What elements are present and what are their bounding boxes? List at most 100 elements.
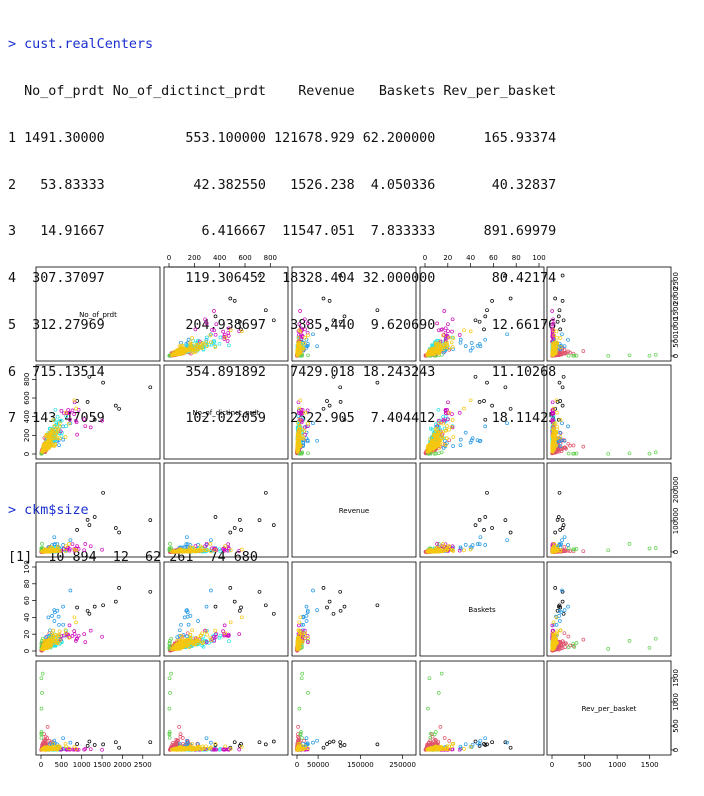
data-point bbox=[239, 528, 243, 532]
data-point bbox=[550, 400, 555, 405]
data-point bbox=[463, 430, 468, 435]
data-point bbox=[263, 490, 268, 495]
data-point bbox=[197, 345, 202, 350]
data-point bbox=[555, 319, 560, 324]
data-point bbox=[213, 332, 218, 337]
data-point bbox=[222, 334, 227, 339]
data-point bbox=[483, 417, 488, 422]
data-point bbox=[40, 542, 44, 546]
console-command: ckm$size bbox=[24, 503, 89, 519]
data-point bbox=[468, 398, 473, 403]
data-point bbox=[325, 327, 329, 332]
data-point bbox=[458, 443, 463, 448]
data-point bbox=[85, 518, 90, 522]
scatter-panel bbox=[419, 266, 545, 362]
data-point bbox=[627, 451, 632, 456]
data-point bbox=[210, 341, 215, 345]
data-point bbox=[451, 444, 455, 448]
data-point bbox=[188, 343, 193, 348]
data-point bbox=[647, 451, 652, 456]
panel-frame bbox=[163, 462, 289, 558]
panel-frame bbox=[546, 364, 672, 460]
data-point bbox=[209, 340, 213, 345]
data-point bbox=[200, 341, 205, 346]
data-point bbox=[185, 535, 189, 540]
scatter-panel: No_of_prdt bbox=[35, 266, 161, 362]
data-point bbox=[194, 343, 199, 347]
data-point bbox=[117, 406, 121, 411]
scatter-panel: No_of_dictinct_prdt bbox=[163, 364, 289, 460]
data-point bbox=[59, 409, 64, 413]
data-point bbox=[188, 340, 193, 345]
data-point bbox=[503, 385, 508, 390]
panel-frame bbox=[35, 266, 161, 362]
data-point bbox=[555, 410, 559, 415]
data-point bbox=[223, 335, 228, 340]
data-point bbox=[226, 334, 231, 338]
data-point bbox=[554, 329, 559, 334]
data-point bbox=[450, 329, 454, 334]
data-point bbox=[508, 296, 513, 301]
data-point bbox=[311, 421, 315, 426]
centers-row: 3 14.91667 6.416667 11547.051 7.833333 8… bbox=[8, 224, 557, 240]
console-prompt: > bbox=[8, 503, 17, 519]
data-point bbox=[468, 348, 473, 353]
data-point bbox=[204, 337, 209, 342]
data-point bbox=[113, 403, 118, 408]
data-point bbox=[450, 317, 455, 322]
data-point bbox=[88, 544, 93, 549]
data-point bbox=[483, 337, 488, 342]
data-point bbox=[174, 351, 179, 355]
data-point bbox=[226, 330, 231, 335]
data-point bbox=[203, 317, 207, 322]
data-point bbox=[485, 380, 489, 385]
data-point bbox=[191, 347, 196, 352]
data-point bbox=[179, 351, 184, 356]
data-point bbox=[63, 435, 68, 439]
data-point bbox=[338, 400, 343, 404]
data-point bbox=[199, 345, 203, 349]
data-point bbox=[446, 329, 450, 334]
data-point bbox=[88, 425, 93, 430]
size-output: [1] 10 894 12 62 261 74 680 bbox=[8, 550, 258, 566]
data-point bbox=[148, 518, 153, 522]
data-point bbox=[226, 542, 231, 547]
data-point bbox=[482, 327, 486, 332]
data-point bbox=[553, 296, 558, 301]
data-point bbox=[302, 317, 307, 322]
data-point bbox=[560, 421, 564, 426]
console-command-line: > ckm$size bbox=[8, 503, 698, 519]
data-point bbox=[566, 337, 570, 342]
data-point bbox=[469, 341, 474, 345]
data-point bbox=[257, 273, 262, 278]
data-point bbox=[560, 273, 565, 278]
data-point bbox=[53, 407, 58, 412]
data-point bbox=[213, 314, 218, 319]
data-point bbox=[210, 327, 214, 332]
data-point bbox=[315, 438, 319, 443]
data-point bbox=[490, 299, 494, 303]
data-point bbox=[298, 309, 302, 313]
data-point bbox=[214, 322, 219, 327]
data-point bbox=[189, 348, 194, 353]
data-point bbox=[490, 403, 494, 408]
data-point bbox=[450, 418, 455, 422]
data-point bbox=[204, 342, 209, 346]
data-point bbox=[483, 314, 488, 319]
data-point bbox=[228, 530, 233, 535]
data-point bbox=[327, 299, 332, 303]
data-point bbox=[561, 374, 566, 379]
data-point bbox=[477, 400, 482, 404]
data-point bbox=[568, 443, 572, 448]
data-point bbox=[566, 451, 571, 456]
data-point bbox=[306, 451, 310, 456]
data-point bbox=[237, 518, 242, 522]
data-point bbox=[298, 398, 303, 403]
scatter-panel bbox=[35, 364, 161, 460]
centers-header: No_of_prdt No_of_dictinct_prdt Revenue B… bbox=[8, 83, 557, 99]
console-command: cust.realCenters bbox=[24, 37, 154, 53]
data-point bbox=[72, 412, 77, 416]
data-point bbox=[85, 400, 90, 404]
data-point bbox=[606, 353, 611, 358]
data-point bbox=[606, 451, 611, 456]
